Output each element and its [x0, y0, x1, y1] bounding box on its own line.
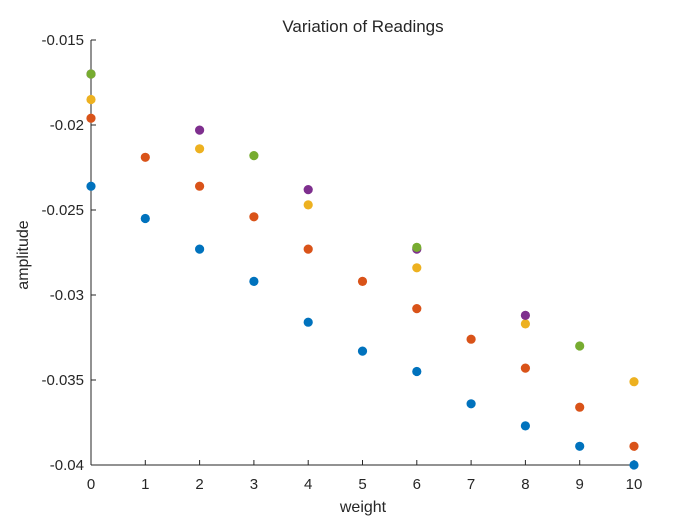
data-point-series-2: [520, 363, 531, 373]
y-tick-label: -0.015: [41, 32, 84, 49]
data-point-series-5: [249, 151, 259, 161]
y-tick-label: -0.035: [41, 372, 84, 389]
data-point-series-2: [466, 334, 476, 344]
data-point-series-2: [357, 276, 368, 286]
data-point-series-1: [195, 244, 205, 254]
x-tick-label: 4: [304, 476, 312, 493]
x-tick-label: 8: [521, 476, 529, 493]
y-axis-label: amplitude: [15, 220, 32, 289]
data-point-series-1: [357, 346, 368, 356]
data-point-series-1: [86, 181, 96, 191]
data-point-series-5: [575, 341, 585, 351]
data-point-series-3: [195, 144, 205, 154]
data-point-series-1: [520, 421, 531, 431]
data-point-series-1: [575, 441, 585, 451]
data-point-series-2: [575, 402, 585, 412]
y-tick-label: -0.02: [50, 117, 84, 134]
axes: 0 1 2 3 4 5 6 7 8 9 10 -0.04 -0.035 -0.03 -0.025 -0.02 -…: [41, 32, 642, 493]
data-point-series-1: [140, 213, 150, 224]
x-tick-label: 10: [626, 476, 643, 493]
data-point-series-2: [195, 181, 205, 191]
x-tick-label: 3: [250, 476, 258, 493]
x-tick-label: 9: [576, 476, 584, 493]
data-point-series-3: [303, 200, 313, 210]
data-point-series-4: [303, 185, 313, 195]
data-point-series-3: [520, 319, 531, 329]
chart-title: Variation of Readings: [282, 17, 443, 36]
data-point-series-2: [249, 212, 259, 222]
data-point-series-1: [629, 460, 639, 470]
data-point-series-3: [86, 94, 96, 105]
data-point-series-1: [249, 276, 259, 286]
x-tick-label: 1: [141, 476, 149, 493]
data-point-series-2: [629, 441, 639, 451]
data-point-series-1: [466, 399, 476, 409]
y-tick-label: -0.04: [50, 457, 84, 474]
data-points: [86, 69, 639, 470]
x-tick-label: 6: [413, 476, 421, 493]
data-point-series-1: [303, 317, 313, 327]
data-point-series-3: [412, 263, 422, 273]
x-tick-label: 7: [467, 476, 475, 493]
x-tick-label: 0: [87, 476, 95, 493]
y-tick-label: -0.025: [41, 202, 84, 219]
data-point-series-4: [520, 310, 531, 320]
x-tick-label: 5: [358, 476, 366, 493]
y-tick-label: -0.03: [50, 287, 84, 304]
data-point-series-2: [303, 244, 313, 254]
data-point-series-5: [86, 69, 96, 79]
data-point-series-2: [140, 152, 150, 162]
x-axis-label: weight: [339, 499, 387, 516]
data-point-series-2: [86, 113, 96, 123]
data-point-series-1: [412, 366, 422, 377]
data-point-series-5: [412, 242, 422, 252]
x-tick-label: 2: [195, 476, 203, 493]
data-point-series-3: [629, 377, 639, 387]
data-point-series-4: [195, 125, 205, 135]
data-point-series-2: [412, 304, 422, 314]
